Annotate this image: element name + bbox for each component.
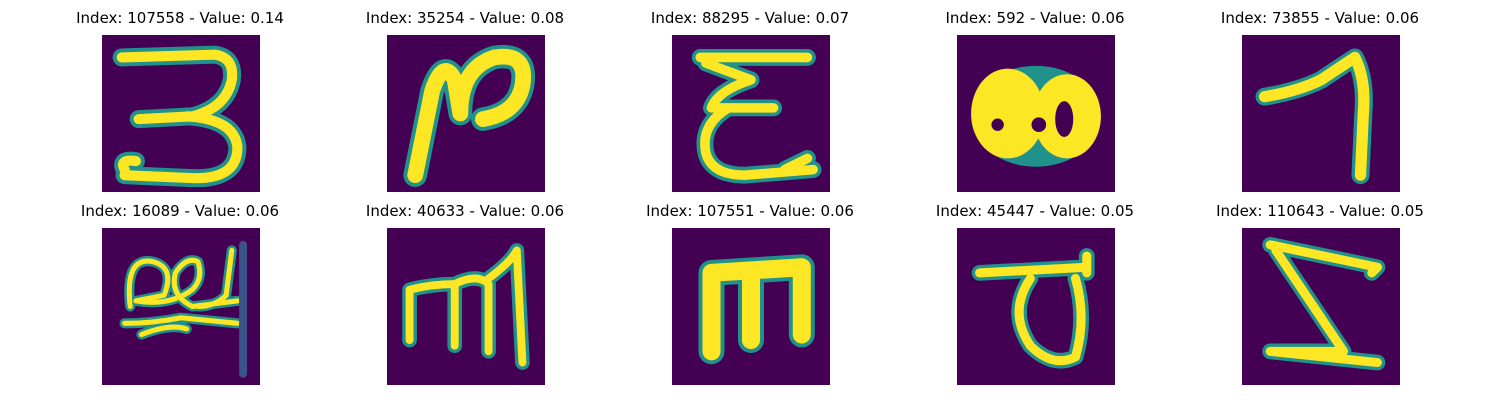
panel-title: Index: 73855 - Value: 0.06: [1220, 9, 1420, 27]
image-panel-3: Index: 88295 - Value: 0.07: [650, 0, 850, 192]
digit-image: [1242, 228, 1400, 385]
image-panel-1: Index: 107558 - Value: 0.14: [76, 0, 284, 192]
digit-image: [387, 228, 545, 385]
panel-title: Index: 592 - Value: 0.06: [945, 9, 1125, 27]
panel-title: Index: 110643 - Value: 0.05: [1216, 202, 1424, 220]
image-panel-5: Index: 73855 - Value: 0.06: [1220, 0, 1420, 192]
panel-title: Index: 107558 - Value: 0.14: [76, 9, 284, 27]
panel-title: Index: 107551 - Value: 0.06: [646, 202, 854, 220]
image-panel-2: Index: 35254 - Value: 0.08: [365, 0, 565, 192]
digit-image: [672, 228, 830, 385]
digit-image: [957, 35, 1115, 192]
digit-image: [672, 35, 830, 192]
image-panel-10: Index: 110643 - Value: 0.05: [1216, 193, 1424, 385]
digit-image: [102, 35, 260, 192]
panel-title: Index: 35254 - Value: 0.08: [365, 9, 565, 27]
image-panel-6: Index: 16089 - Value: 0.06: [80, 193, 280, 385]
digit-image: [387, 35, 545, 192]
digit-image: [102, 228, 260, 385]
digit-image: [1242, 35, 1400, 192]
panel-title: Index: 88295 - Value: 0.07: [650, 9, 850, 27]
image-panel-7: Index: 40633 - Value: 0.06: [365, 193, 565, 385]
image-panel-9: Index: 45447 - Value: 0.05: [935, 193, 1135, 385]
panel-title: Index: 45447 - Value: 0.05: [935, 202, 1135, 220]
image-panel-8: Index: 107551 - Value: 0.06: [646, 193, 854, 385]
panel-title: Index: 16089 - Value: 0.06: [80, 202, 280, 220]
image-panel-4: Index: 592 - Value: 0.06: [935, 0, 1135, 192]
digit-image: [957, 228, 1115, 385]
panel-title: Index: 40633 - Value: 0.06: [365, 202, 565, 220]
